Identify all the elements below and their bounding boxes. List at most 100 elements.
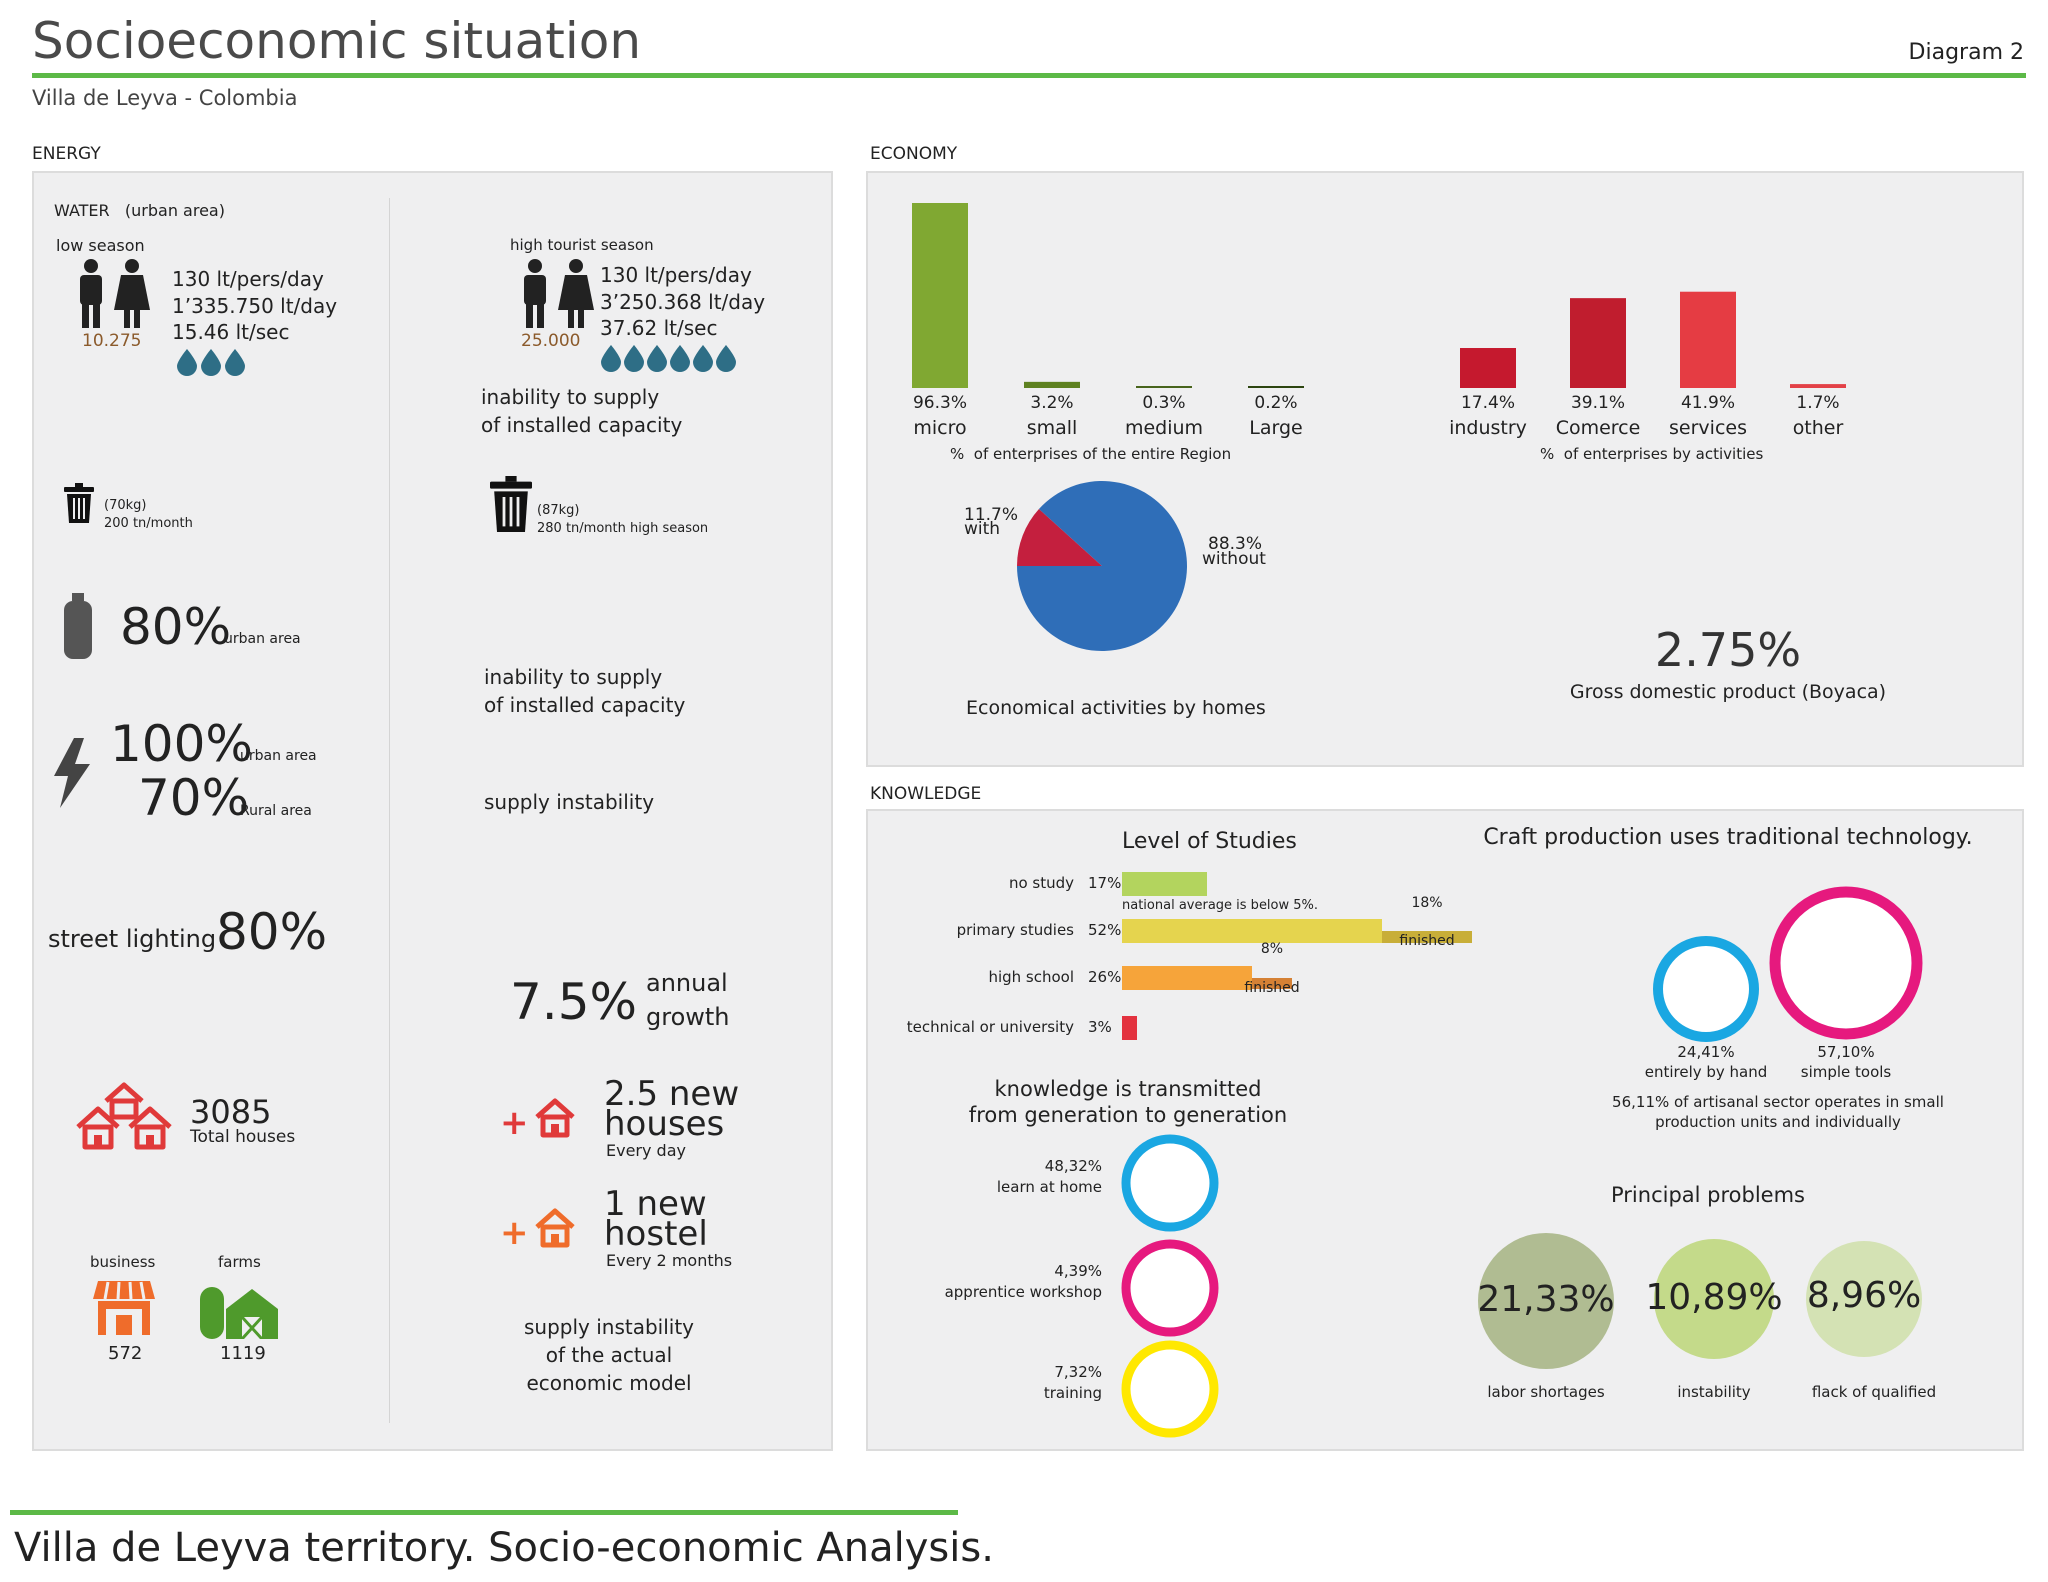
- gas-cylinder-icon: [64, 593, 92, 659]
- elec-urban-area: urban area: [240, 748, 317, 764]
- craft-hand-ring: [1653, 936, 1759, 1042]
- plus-icon: +: [500, 1103, 529, 1143]
- new-houses-line1: 2.5 new: [604, 1074, 740, 1114]
- problems-title: Principal problems: [1611, 1183, 1805, 1207]
- street-lighting-pct: 80%: [216, 903, 328, 961]
- growth-label-line1: annual: [646, 969, 728, 997]
- craft-note-line2: production units and individually: [1655, 1113, 1901, 1131]
- studies-bar: [1122, 1016, 1137, 1040]
- economy-panel: 96.3% micro 3.2% small 0.3% medium 0.2% Large 17…: [866, 171, 2024, 767]
- gas-note-line1: inability to supply: [484, 665, 663, 689]
- section-label-economy: ECONOMY: [870, 144, 958, 164]
- trash-icon: [490, 476, 532, 532]
- craft-tools-pct: 57,10%: [1817, 1043, 1875, 1061]
- elec-rural-pct: 70%: [138, 769, 250, 827]
- waste-high-kg: (87kg): [537, 503, 580, 518]
- water-drops-icon: [177, 349, 245, 376]
- footer-rule: [10, 1510, 958, 1515]
- studies-bar: [1122, 919, 1382, 943]
- plus-icon: +: [500, 1213, 529, 1253]
- growth-label-line2: growth: [646, 1003, 730, 1031]
- studies-finished-label: 8%: [1261, 941, 1283, 957]
- gas-area: urban area: [224, 631, 301, 647]
- size-category-label: medium: [1125, 417, 1203, 439]
- section-label-knowledge: KNOWLEDGE: [870, 784, 982, 804]
- energy-divider: [389, 198, 390, 1423]
- pie-slice-with: [1017, 508, 1102, 566]
- studies-value-label: 26%: [1088, 968, 1121, 986]
- activity-bar: [1790, 384, 1846, 388]
- header-rule: [32, 73, 2026, 78]
- studies-finished-bar: [1252, 978, 1292, 989]
- page-subtitle: Villa de Leyva - Colombia: [32, 86, 298, 110]
- size-bar: [912, 203, 968, 388]
- new-hostel-line2: hostel: [604, 1214, 708, 1254]
- new-houses-freq: Every day: [606, 1141, 686, 1160]
- size-bar: [1248, 386, 1304, 388]
- studies-bar: [1122, 872, 1207, 896]
- craft-note-line1: 56,11% of artisanal sector operates in s…: [1612, 1093, 1944, 1111]
- people-icon: [80, 259, 150, 328]
- size-category-label: micro: [913, 417, 966, 439]
- problem-label-qualified: flack of qualified: [1811, 1383, 1937, 1401]
- houses-icon: [76, 1082, 172, 1150]
- elec-urban-pct: 100%: [110, 715, 253, 773]
- farms-count: 1119: [220, 1343, 266, 1364]
- water-drops-icon: [601, 345, 736, 372]
- farm-icon: [200, 1287, 278, 1339]
- knowledge-ring-pct: 7,32%: [1054, 1363, 1102, 1381]
- high-water-line3: 37.62 lt/sec: [600, 316, 718, 340]
- model-note-line1: supply instability: [523, 1315, 695, 1339]
- waste-low-kg: (70kg): [104, 498, 147, 513]
- problem-value-instability: 10,89%: [1645, 1277, 1783, 1318]
- problem-value-qualified: 8,96%: [1806, 1275, 1922, 1316]
- knowledge-ring: [1121, 1239, 1219, 1337]
- pie-value-label: 88.3%: [1208, 534, 1262, 554]
- water-note-line2: of installed capacity: [481, 413, 683, 437]
- knowledge-ring-label: learn at home: [997, 1178, 1102, 1196]
- activity-bar: [1460, 348, 1516, 388]
- size-bar: [1024, 381, 1080, 388]
- low-season-label: low season: [56, 236, 145, 255]
- elec-note: supply instability: [484, 790, 655, 814]
- studies-finished-bar: [1382, 931, 1472, 943]
- pie-caption: Economical activities by homes: [966, 697, 1266, 719]
- problem-value-labor: 21,33%: [1477, 1279, 1615, 1320]
- studies-finished-label: 18%: [1411, 895, 1442, 911]
- activity-category-label: services: [1669, 417, 1747, 439]
- gdp-value: 2.75%: [1654, 623, 1802, 677]
- size-value-label: 0.2%: [1254, 393, 1297, 413]
- homes-pie-chart: 11.7%with 88.3%without: [964, 481, 1266, 651]
- waste-high-tn: 280 tn/month high season: [537, 521, 709, 536]
- houses-total-label: Total houses: [190, 1127, 296, 1147]
- model-note-line3: economic model: [526, 1371, 692, 1395]
- house-icon: [535, 1098, 575, 1138]
- low-population: 10.275: [82, 331, 142, 351]
- size-value-label: 3.2%: [1030, 393, 1073, 413]
- craft-hand-label: entirely by hand: [1644, 1063, 1768, 1081]
- size-category-label: small: [1027, 417, 1078, 439]
- low-water-line2: 1’335.750 lt/day: [172, 294, 338, 318]
- studies-category-label: primary studies: [957, 921, 1075, 939]
- studies-category-label: technical or university: [907, 1018, 1074, 1036]
- knowledge-ring-pct: 4,39%: [1054, 1262, 1102, 1280]
- business-label: business: [90, 1253, 156, 1271]
- business-count: 572: [108, 1343, 143, 1364]
- activity-bar: [1680, 291, 1736, 388]
- page-title: Socioeconomic situation: [32, 12, 642, 70]
- farms-label: farms: [218, 1253, 261, 1271]
- section-label-energy: ENERGY: [32, 144, 101, 164]
- pie-category-label: without: [1202, 549, 1266, 569]
- knowledge-ring-pct: 48,32%: [1045, 1157, 1102, 1175]
- studies-value-label: 52%: [1088, 921, 1121, 939]
- knowledge-rings: 48,32% learn at home 4,39% apprentice works…: [945, 1134, 1219, 1438]
- low-water-line1: 130 lt/pers/day: [172, 267, 324, 291]
- knowledge-ring: [1121, 1340, 1219, 1438]
- activity-value-label: 17.4%: [1461, 393, 1515, 413]
- growth-pct: 7.5%: [510, 973, 638, 1031]
- activity-value-label: 1.7%: [1796, 393, 1839, 413]
- knowledge-ring-label: apprentice workshop: [945, 1283, 1102, 1301]
- activity-category-label: industry: [1449, 417, 1527, 439]
- activity-bar: [1570, 298, 1626, 388]
- elec-rural-area: Rural area: [240, 803, 312, 819]
